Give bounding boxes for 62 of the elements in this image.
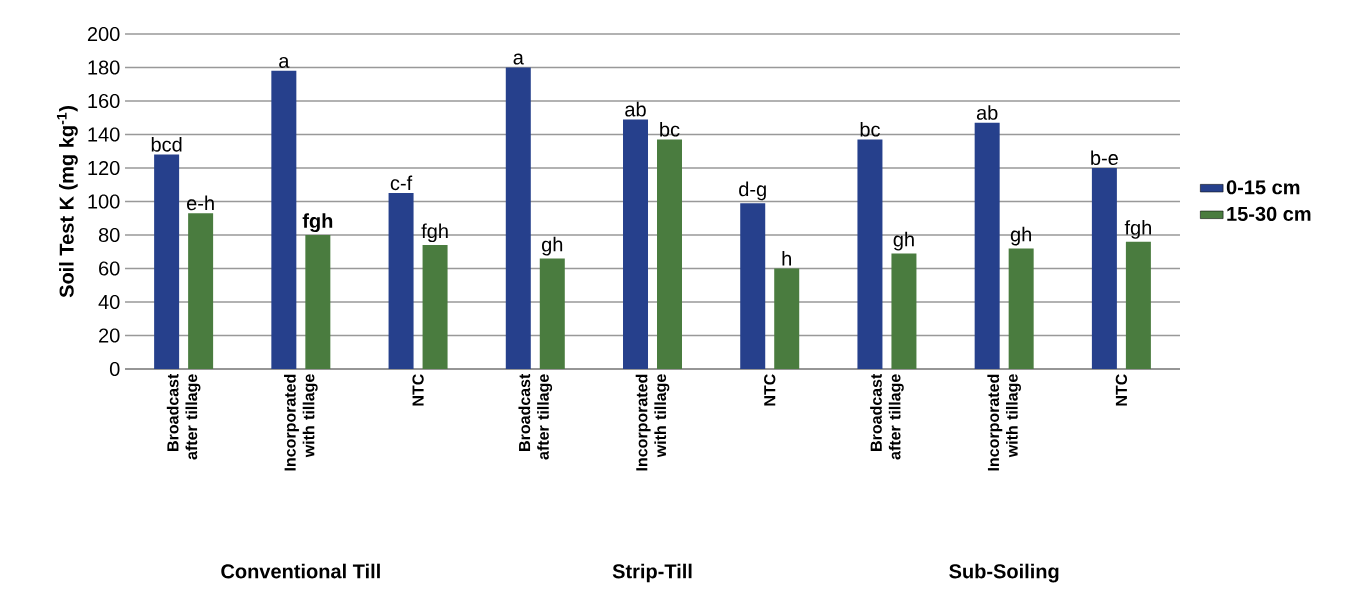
text: Strip-Till [612,563,692,583]
bar [188,213,214,369]
data-label: b-e [1091,150,1118,166]
data-label: fgh [302,213,333,233]
x-tick-label: NTC [1115,374,1128,406]
x-tick-label: Incorporated with tillage [635,374,670,471]
y-tick-label: 100 [88,194,120,209]
x-tick-label: Incorporated with tillage [987,374,1021,471]
y-tick-label: 160 [88,93,120,109]
data-label: a [513,53,524,65]
data-label: h [782,251,791,266]
y-axis-title: Soil Test K (mg kg$^{-1}$) [56,106,78,298]
bar [305,235,331,369]
bar [1125,241,1151,369]
bar [271,70,297,369]
y-tick-label: 80 [98,227,120,243]
bar [1008,248,1034,369]
data-label: gh [542,236,563,256]
y-tick-label: 0 [109,361,120,377]
bar [857,139,883,369]
x-tick-label: Incorporated with tillage [284,374,318,471]
data-label: fgh [1124,220,1151,239]
y-tick-label: 20 [99,328,120,343]
bar [154,154,180,369]
bar [974,122,1000,369]
bar [505,67,531,369]
data-label: c-f [390,175,413,191]
bar [891,253,917,369]
data-label: bcd [151,136,182,152]
x-tick-label: NTC [764,374,776,406]
text: Conventional Till [221,563,380,579]
bar [774,268,800,369]
x-tick-label: NTC [412,374,424,406]
y-tick-label: 40 [98,294,120,310]
bar [623,119,649,369]
data-label: bc [860,121,880,137]
text: Sub-Soiling [949,563,1059,583]
data-label: ab [976,105,998,120]
y-tick-label: 60 [99,261,120,276]
bar [539,258,565,369]
bar [740,203,766,369]
legend-label: 15-30 cm [1227,206,1311,222]
data-label: fgh [421,223,448,243]
data-label: ab [625,101,646,117]
y-tick-label: 140 [88,127,120,142]
y-tick-label: 200 [87,26,120,42]
legend-label: 0-15 cm [1226,180,1300,195]
y-tick-label: 120 [88,160,120,176]
x-tick-label: Broadcast after tillage [166,373,201,460]
data-label: gh [893,231,914,251]
data-label: bc [660,121,680,137]
bar [422,245,448,369]
bar [388,193,414,369]
data-label: e-h [187,195,214,211]
bar [657,139,682,369]
x-tick-label: Broadcast after tillage [870,373,904,460]
data-label: a [279,56,290,68]
data-label: d-g [739,181,766,201]
x-tick-label: Broadcast after tillage [518,373,553,460]
bar [1091,168,1117,369]
y-tick-label: 180 [88,60,120,75]
data-label: gh [1010,226,1031,246]
